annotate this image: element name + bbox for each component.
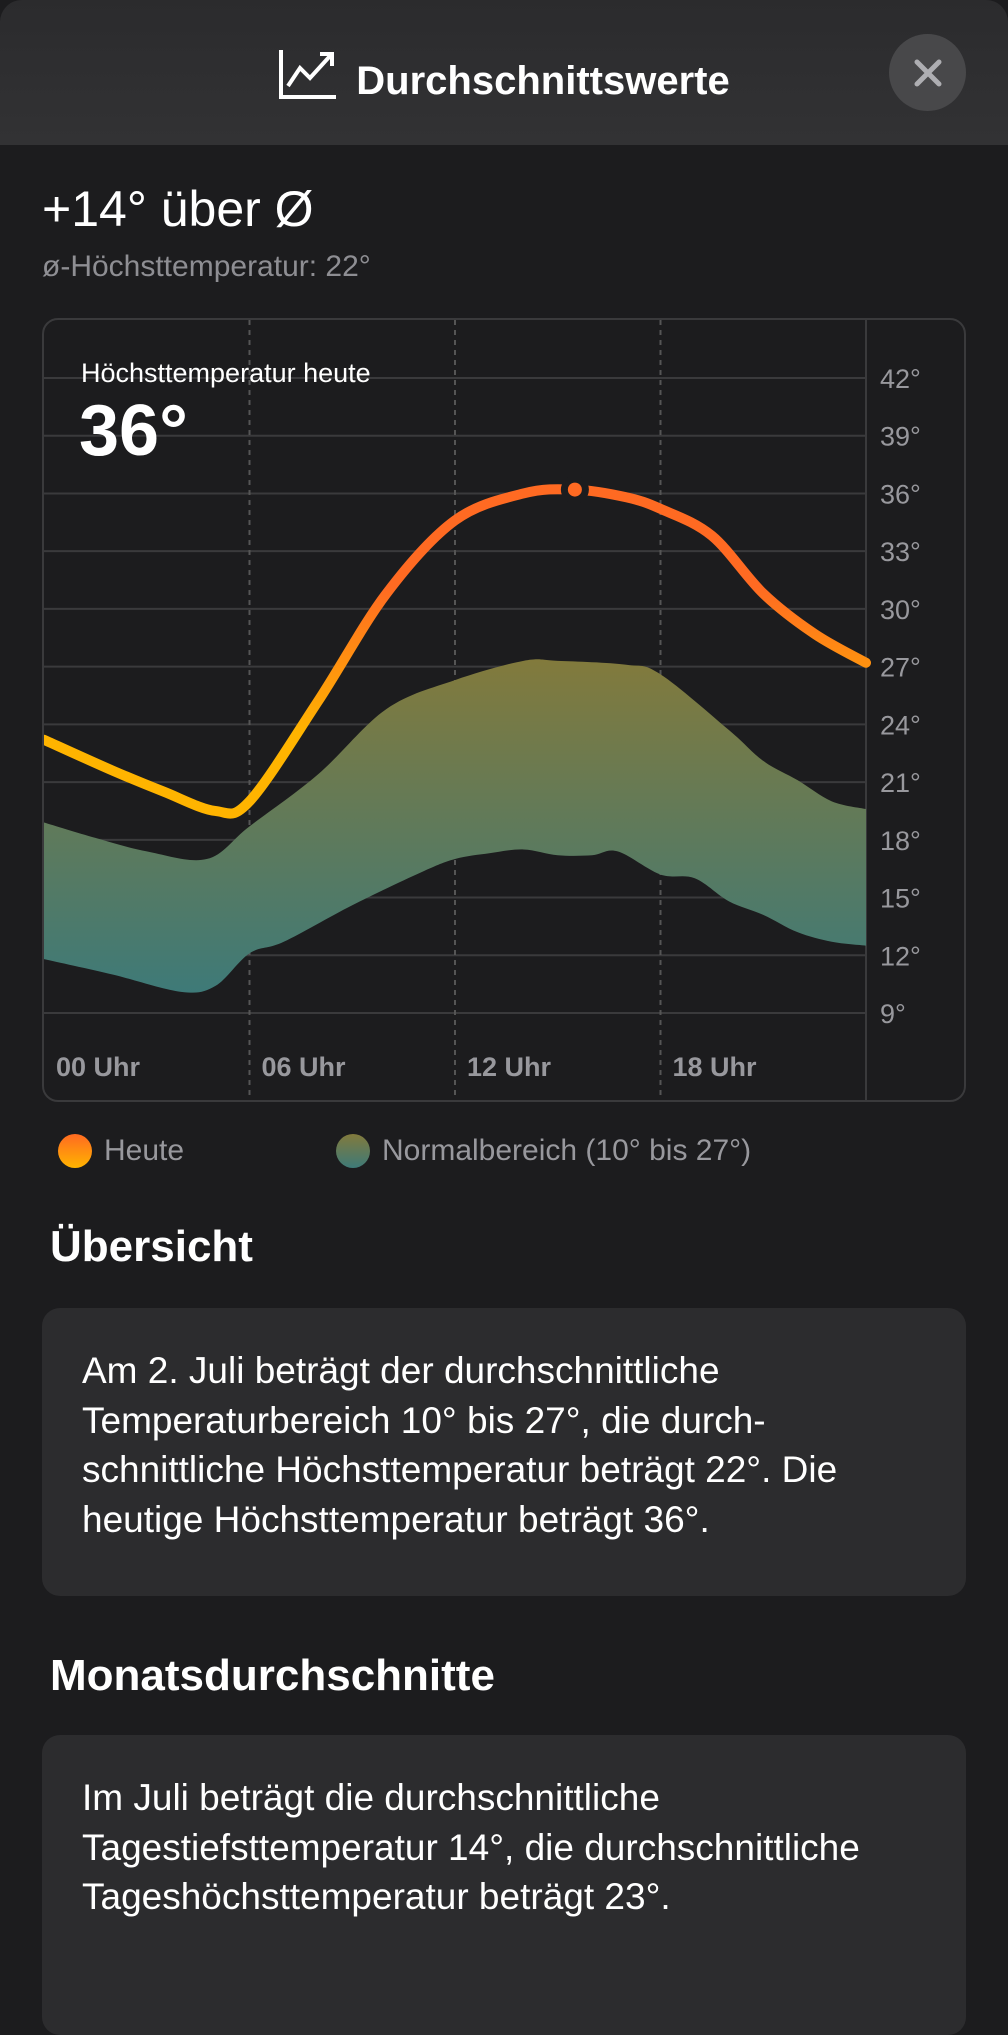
monthly-text: Im Juli beträgt die durchschnittliche Ta… bbox=[82, 1777, 860, 1917]
overview-card: Am 2. Juli beträgt der durchschnittliche… bbox=[42, 1308, 966, 1596]
legend-item-normal: Normalbereich (10° bis 27°) bbox=[336, 1134, 751, 1168]
monthly-card: Im Juli beträgt die durchschnittliche Ta… bbox=[42, 1735, 966, 2035]
y-tick-label: 9° bbox=[880, 999, 906, 1029]
y-tick-label: 21° bbox=[880, 768, 921, 798]
legend-label: Heute bbox=[104, 1134, 185, 1167]
y-tick-label: 27° bbox=[880, 653, 921, 683]
legend-swatch-today bbox=[58, 1134, 92, 1168]
chart-value: 36° bbox=[79, 391, 188, 471]
x-tick-label: 06 Uhr bbox=[262, 1052, 347, 1082]
y-tick-label: 12° bbox=[880, 941, 921, 971]
temperature-chart: 42° 39° 36° 33° 30° 27° 24° 21° 18° 15° 12° 9° 00 Uh… bbox=[42, 318, 966, 1102]
y-tick-label: 36° bbox=[880, 479, 921, 509]
normal-range-area bbox=[44, 659, 866, 993]
close-button[interactable] bbox=[889, 34, 966, 111]
x-tick-label: 18 Uhr bbox=[673, 1052, 758, 1082]
close-icon bbox=[914, 59, 941, 86]
chart-canvas: 42° 39° 36° 33° 30° 27° 24° 21° 18° 15° 12° 9° 00 Uh… bbox=[44, 320, 921, 1100]
legend-item-today: Heute bbox=[58, 1134, 184, 1168]
y-tick-label: 39° bbox=[880, 422, 921, 452]
x-tick-label: 12 Uhr bbox=[467, 1052, 552, 1082]
today-line bbox=[44, 484, 871, 819]
chart-title: Höchsttemperatur heute bbox=[81, 358, 371, 388]
overview-heading: Übersicht bbox=[50, 1222, 253, 1271]
delta-heading: +14° über Ø bbox=[42, 181, 314, 237]
monthly-heading: Monatsdurchschnitte bbox=[50, 1651, 495, 1700]
sheet-title-text: Durchschnittswerte bbox=[356, 59, 730, 103]
peak-marker bbox=[567, 482, 582, 497]
y-tick-label: 24° bbox=[880, 710, 921, 740]
y-tick-label: 15° bbox=[880, 884, 921, 914]
average-high-subtitle: ø-Höchsttemperatur: 22° bbox=[42, 250, 371, 283]
y-tick-label: 42° bbox=[880, 364, 921, 394]
sheet-title: Durchschnittswerte bbox=[0, 48, 1008, 110]
x-tick-label: 00 Uhr bbox=[56, 1052, 141, 1082]
legend-swatch-normal bbox=[336, 1134, 370, 1168]
y-tick-label: 18° bbox=[880, 826, 921, 856]
chart-line-uptrend-icon bbox=[278, 48, 338, 110]
sheet-header: Durchschnittswerte bbox=[0, 0, 1008, 145]
legend-label: Normalbereich (10° bis 27°) bbox=[382, 1134, 752, 1167]
y-tick-label: 30° bbox=[880, 595, 921, 625]
y-tick-label: 33° bbox=[880, 537, 921, 567]
overview-text: Am 2. Juli beträgt der durchschnittliche… bbox=[82, 1350, 838, 1540]
